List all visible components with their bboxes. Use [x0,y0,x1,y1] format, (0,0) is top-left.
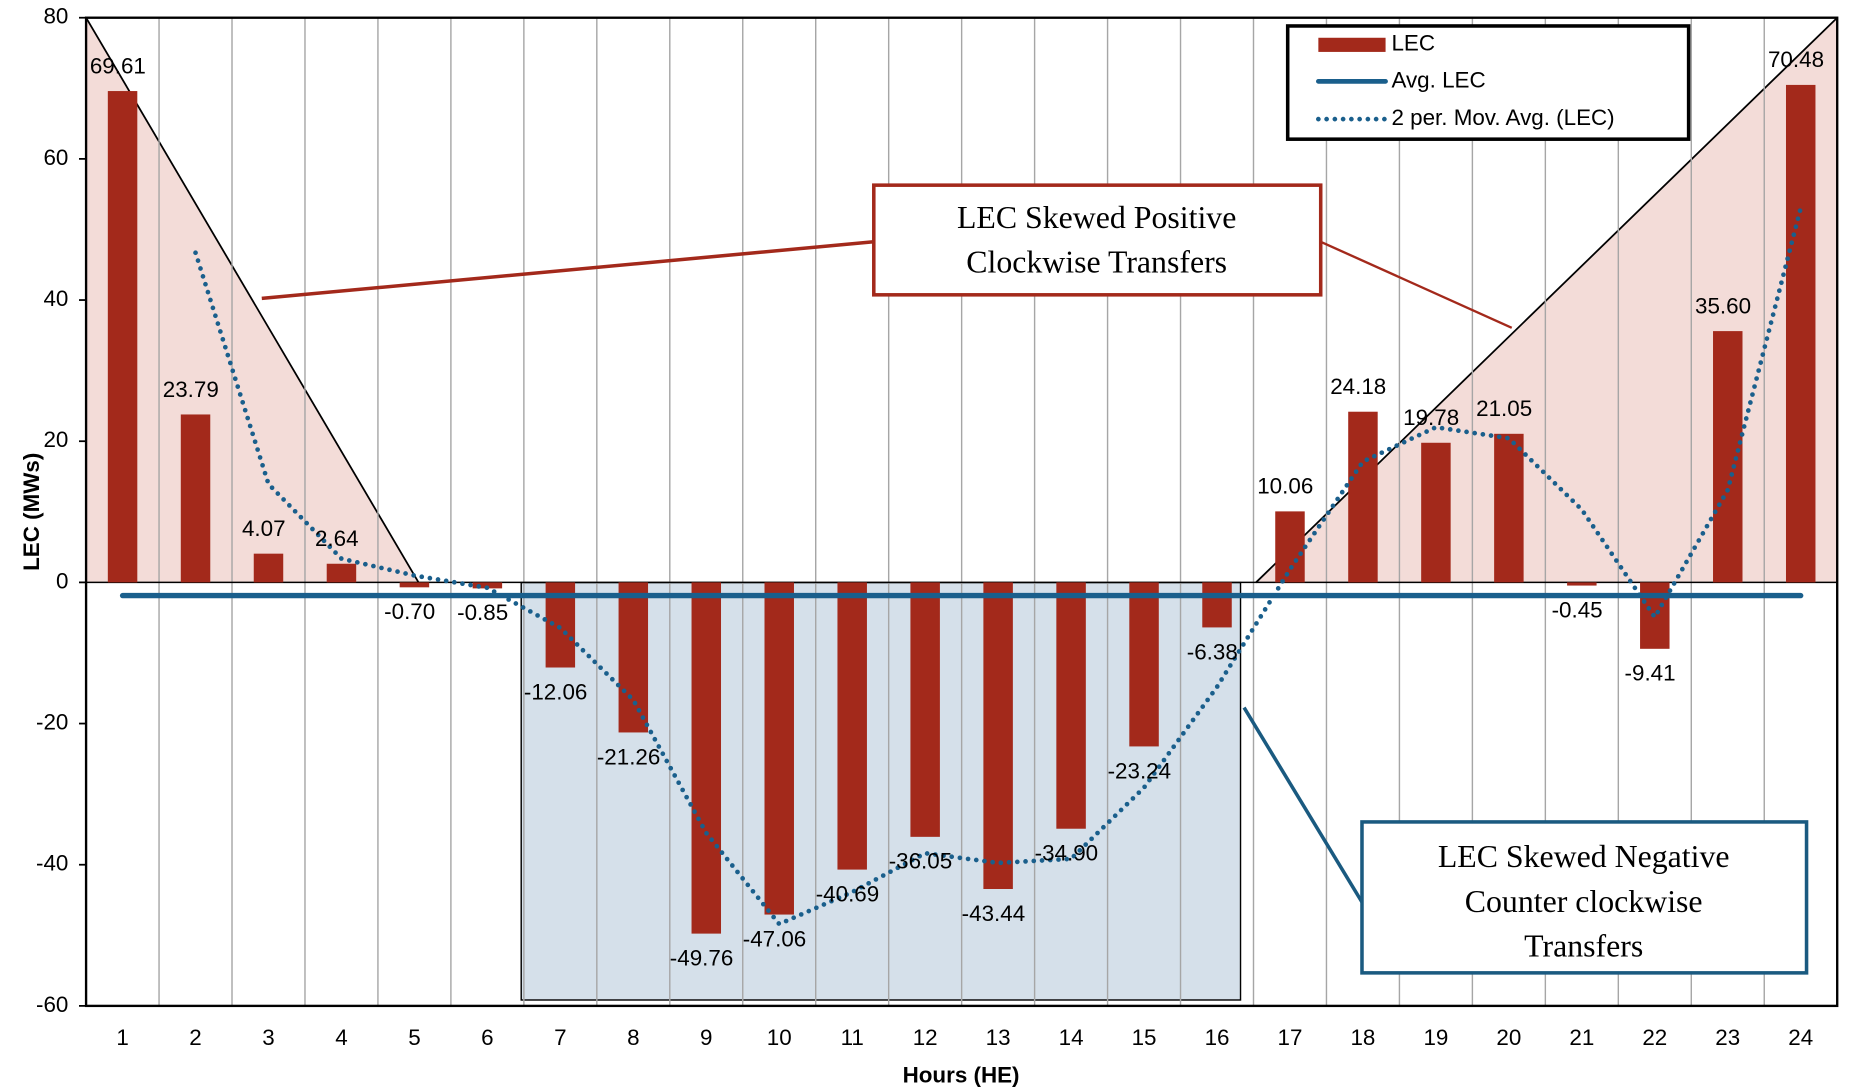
data-label: 21.05 [1476,396,1532,421]
data-label: -47.06 [743,926,807,951]
y-tick-label: 0 [56,568,68,593]
data-label: -43.44 [962,901,1026,926]
x-tick-label: 23 [1715,1025,1740,1050]
data-label: 2.64 [315,526,359,551]
bar [399,582,430,588]
bar [910,582,940,837]
x-tick-label: 17 [1278,1025,1303,1050]
bar [107,91,138,583]
x-tick-label: 2 [189,1025,201,1050]
y-tick-label: -40 [36,851,68,876]
data-label: -36.05 [889,849,953,874]
bar [1785,84,1816,583]
bar [691,582,722,934]
bar [1275,511,1305,583]
x-tick-label: 11 [841,1025,864,1050]
bar [837,582,867,870]
annotation-box [1360,820,1809,975]
y-tick-label: 80 [43,4,68,29]
x-tick-label: 22 [1642,1025,1667,1050]
x-tick-label: 4 [335,1025,347,1050]
x-tick-label: 24 [1788,1025,1813,1050]
x-tick-label: 13 [986,1025,1011,1050]
data-label: -9.41 [1625,661,1676,686]
x-tick-label: 16 [1205,1025,1230,1050]
bar [1202,582,1232,628]
data-label: -40.69 [816,881,880,906]
x-axis-title: Hours (HE) [903,1063,1020,1088]
callout-line [1320,240,1513,329]
data-label: -6.38 [1187,639,1238,664]
bar [1567,582,1597,586]
y-tick-label: 20 [43,427,68,452]
annotation-text: LEC Skewed Negative [1438,839,1730,874]
x-tick-label: 7 [554,1025,566,1050]
data-label: 23.79 [163,377,219,402]
y-tick-label: 60 [43,145,68,170]
x-tick-label: 18 [1350,1025,1375,1050]
data-label: -21.26 [597,744,661,769]
bar [180,414,211,583]
bar [1421,442,1451,583]
x-tick-label: 8 [627,1025,639,1050]
bar [1056,582,1086,829]
x-tick-label: 20 [1496,1025,1521,1050]
bar [764,582,794,915]
y-axis-title: LEC (MWs) [19,453,44,571]
annotation-text: LEC Skewed Positive [957,200,1236,235]
callout-line [261,240,874,301]
bar [1129,582,1159,747]
y-tick-label: -20 [36,709,68,734]
annotation-box [872,183,1323,297]
moving-average-line [193,205,1804,927]
data-label: -0.70 [384,599,435,624]
bar [472,582,503,589]
data-label: 4.07 [242,516,286,541]
x-tick-label: 19 [1423,1025,1448,1050]
data-label: -49.76 [670,945,734,970]
data-label: 10.06 [1257,474,1313,499]
y-tick-label: 40 [43,286,68,311]
annotation-text: Transfers [1524,929,1643,964]
legend-label: 2 per. Mov. Avg. (LEC) [1391,105,1614,130]
data-label: 24.18 [1330,374,1386,399]
legend-label: Avg. LEC [1391,67,1485,92]
bar [1713,331,1743,583]
data-label: 70.48 [1768,47,1824,72]
bar [618,582,649,733]
marks [107,84,1816,934]
legend-swatch [1318,37,1386,52]
plot-frame [84,16,1839,1008]
bar [326,563,357,583]
data-label: 69.61 [90,53,146,78]
x-tick-label: 21 [1569,1025,1594,1050]
callout-line [1242,706,1364,904]
x-tick-label: 5 [408,1025,420,1050]
x-tick-label: 1 [116,1025,128,1050]
positive-edge [85,17,420,584]
data-label: -0.45 [1552,597,1603,622]
bar [983,582,1013,890]
annotation-text: Clockwise Transfers [966,245,1227,280]
x-tick-label: 10 [767,1025,792,1050]
x-tick-label: 3 [262,1025,274,1050]
data-label: 19.78 [1403,405,1459,430]
x-tick-label: 12 [913,1025,938,1050]
data-label: 35.60 [1695,293,1751,318]
annotation-text: Counter clockwise [1465,884,1703,919]
data-label: -23.24 [1108,758,1172,783]
bar [253,553,284,583]
y-tick-label: -60 [36,992,68,1017]
bar [1348,411,1378,583]
bar [1494,433,1524,583]
x-tick-label: 6 [481,1025,493,1050]
data-label: -34.90 [1035,841,1099,866]
data-label: -12.06 [524,679,588,704]
x-tick-label: 9 [700,1025,712,1050]
x-tick-label: 15 [1132,1025,1157,1050]
x-tick-label: 14 [1059,1025,1084,1050]
legend-label: LEC [1391,31,1435,56]
data-label: -0.85 [457,600,508,625]
